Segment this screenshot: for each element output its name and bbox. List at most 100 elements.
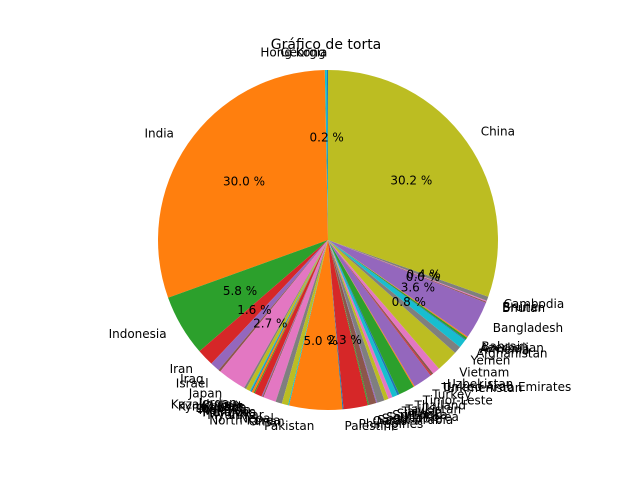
slice-label-myanmar: Myanmar bbox=[207, 408, 263, 422]
pie-slice-north-korea bbox=[281, 240, 328, 406]
pie-slice-taiwan bbox=[328, 240, 398, 398]
slice-label-georgia: Georgia bbox=[280, 46, 327, 60]
pie-slice-malaysia bbox=[254, 240, 328, 397]
pie-slice-afghanistan bbox=[328, 240, 466, 348]
pie-slice-palestine bbox=[328, 240, 344, 410]
slice-label-israel: Israel bbox=[176, 376, 209, 390]
pie-slice-mongolia bbox=[262, 240, 328, 398]
pie-slice-azerbaijan bbox=[328, 240, 468, 340]
slice-label-philippines: Philippines bbox=[359, 417, 424, 431]
slice-label-iran: Iran bbox=[170, 362, 193, 376]
slice-label-armenia: Armenia bbox=[479, 342, 529, 356]
slice-label-kazakhstan: Kazakhstan bbox=[171, 398, 240, 412]
slice-label-japan: Japan bbox=[188, 387, 222, 401]
pie-slice-armenia bbox=[328, 240, 466, 341]
slice-label-united-arab-emirates: United Arab Emirates bbox=[443, 380, 571, 394]
slice-label-cambodia: Cambodia bbox=[504, 297, 565, 311]
slice-label-oman: Oman bbox=[249, 414, 285, 428]
slice-percent-cambodia: 0.4 % bbox=[407, 268, 441, 282]
slice-percent-japan: 2.7 % bbox=[253, 317, 287, 331]
slice-label-thailand: Thailand bbox=[414, 398, 467, 412]
slice-label-malaysia: Malaysia bbox=[199, 403, 251, 417]
pie-slice-lebanon bbox=[253, 240, 328, 394]
slice-percent-iran: 1.6 % bbox=[237, 303, 271, 317]
pie-slice-myanmar bbox=[263, 240, 328, 402]
pie-slice-sri-lanka bbox=[328, 240, 389, 401]
slice-label-timor-leste: Timor-Leste bbox=[422, 394, 493, 408]
pie-slice-pakistan bbox=[289, 240, 343, 411]
slice-label-hong-kong: Hong Kong bbox=[260, 46, 325, 60]
pie-slice-yemen bbox=[328, 240, 460, 353]
pie-slice-bhutan bbox=[328, 240, 487, 303]
slice-label-yemen: Yemen bbox=[470, 354, 511, 368]
pie-slice-kyrgyzstan bbox=[250, 240, 328, 392]
pie-slice-philippines bbox=[328, 240, 368, 410]
slice-label-bahrain: Bahrain bbox=[481, 340, 527, 354]
slice-label-vietnam: Vietnam bbox=[459, 366, 509, 380]
pie-slice-united-arab-emirates bbox=[328, 240, 434, 375]
pie-slice-vietnam bbox=[328, 240, 456, 369]
slice-percent-china: 30.2 % bbox=[390, 174, 432, 188]
slice-label-syria: Syria bbox=[397, 406, 427, 420]
slice-label-taiwan: Taiwan bbox=[401, 404, 443, 418]
slice-label-pakistan: Pakistan bbox=[264, 419, 314, 433]
pie-slice-turkmenistan bbox=[328, 240, 432, 376]
slice-percent-india: 30.0 % bbox=[223, 175, 265, 189]
slice-label-indonesia: Indonesia bbox=[109, 327, 167, 341]
pie-slice-indonesia bbox=[168, 240, 328, 352]
pie-slice-laos bbox=[251, 240, 328, 393]
pie-slice-iran bbox=[199, 240, 328, 364]
slice-label-kyrgyzstan: Kyrgyzstan bbox=[178, 399, 244, 413]
slice-label-north-korea: North Korea bbox=[209, 413, 280, 427]
slice-label-india: India bbox=[144, 127, 173, 141]
pie-slice-qatar bbox=[328, 240, 369, 406]
slice-percent-bhutan: 0.0 % bbox=[406, 270, 440, 284]
slice-percent-afghanistan: 0.8 % bbox=[392, 295, 426, 309]
pie-slice-singapore bbox=[328, 240, 378, 403]
pie-slice-hong-kong bbox=[324, 70, 328, 240]
pie-slice-kazakhstan bbox=[246, 240, 328, 391]
slice-label-palestine: Palestine bbox=[345, 419, 399, 433]
slice-percent-bangladesh: 3.6 % bbox=[401, 281, 435, 295]
pie-slice-turkey bbox=[328, 240, 431, 387]
slice-label-brunei: Brunei bbox=[502, 300, 541, 314]
slice-label-south-korea: South Korea bbox=[386, 410, 459, 424]
pie-slice-georgia bbox=[326, 69, 328, 241]
pie-slice-maldives bbox=[261, 240, 328, 397]
slice-label-turkmenistan: Turkmenistan bbox=[440, 381, 522, 395]
slice-label-saudi-arabia: Saudi Arabia bbox=[377, 413, 453, 427]
pie-slice-south-korea bbox=[328, 240, 385, 403]
slice-label-azerbaijan: Azerbaijan bbox=[480, 341, 543, 355]
slice-label-jordan: Jordan bbox=[198, 396, 237, 410]
pie-slice-saudi-arabia bbox=[328, 240, 377, 405]
slice-percent-hong-kong: 0.2 % bbox=[310, 131, 344, 145]
slice-label-afghanistan: Afghanistan bbox=[476, 347, 547, 361]
pie-slice-bangladesh bbox=[328, 240, 486, 337]
pie-slice-brunei bbox=[328, 240, 487, 302]
pie-slice-china bbox=[328, 70, 498, 297]
pie-slice-jordan bbox=[244, 240, 328, 389]
slice-percent-pakistan: 5.0 % bbox=[303, 334, 337, 348]
slice-label-nepal: Nepal bbox=[239, 412, 274, 426]
slice-label-laos: Laos bbox=[218, 400, 246, 414]
pie-slice-kuwait bbox=[249, 240, 328, 392]
pie-slice-india bbox=[158, 70, 328, 298]
pie-slice-nepal bbox=[275, 240, 328, 404]
pie-slice-japan bbox=[220, 240, 328, 388]
slice-label-bhutan: Bhutan bbox=[502, 301, 545, 315]
slice-label-iraq: Iraq bbox=[180, 372, 203, 386]
pie-slice-iraq bbox=[211, 240, 328, 371]
slice-percent-philippines: 2.3 % bbox=[328, 333, 362, 347]
slice-label-kuwait: Kuwait bbox=[203, 399, 243, 413]
pie-slice-tajikistan bbox=[328, 240, 400, 396]
pie-slice-uzbekistan bbox=[328, 240, 440, 374]
slice-label-turkey: Turkey bbox=[431, 388, 471, 402]
slice-label-tajikistan: Tajikistan bbox=[405, 403, 462, 417]
slice-label-maldives: Maldives bbox=[203, 405, 256, 419]
pie-slices bbox=[158, 69, 498, 411]
pie-slice-cambodia bbox=[328, 240, 489, 301]
slice-label-lebanon: Lebanon bbox=[195, 401, 246, 415]
pie-slice-oman bbox=[288, 240, 328, 406]
